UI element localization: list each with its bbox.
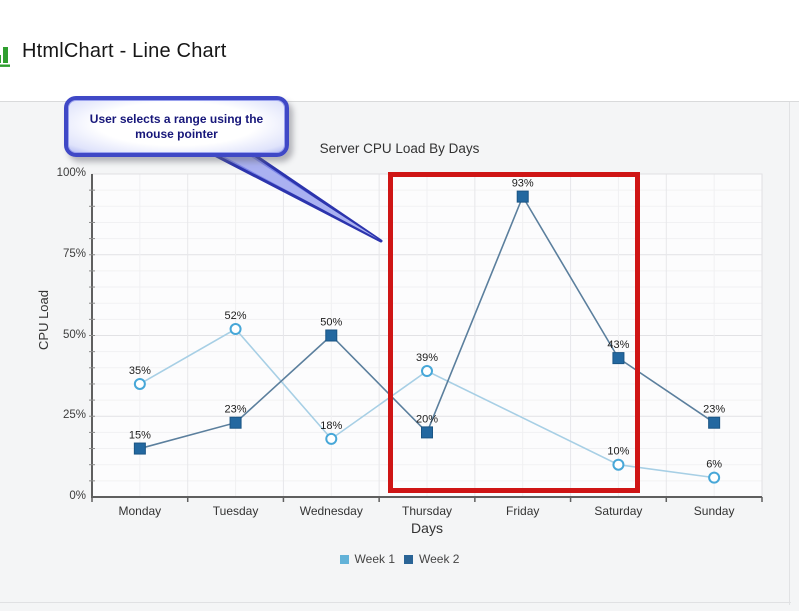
marker-week-1-wednesday[interactable] bbox=[325, 432, 338, 445]
page-title: HtmlChart - Line Chart bbox=[22, 40, 227, 62]
callout-text-line2: mouse pointer bbox=[135, 126, 218, 141]
data-label: 52% bbox=[225, 310, 247, 322]
panel-bottom-border bbox=[0, 602, 791, 603]
marker-week-1-monday[interactable] bbox=[133, 377, 146, 390]
data-label: 43% bbox=[607, 339, 629, 351]
x-tick-label-monday: Monday bbox=[118, 504, 162, 518]
x-tick-label-wednesday: Wednesday bbox=[299, 504, 363, 518]
legend-label-week-2: Week 2 bbox=[419, 552, 460, 566]
marker-week-2-tuesday[interactable] bbox=[229, 416, 242, 429]
legend-swatch-week-2 bbox=[404, 554, 413, 564]
data-label: 23% bbox=[703, 404, 725, 416]
data-label: 20% bbox=[416, 413, 438, 425]
y-tick-label: 75% bbox=[62, 247, 86, 260]
y-tick-label: 50% bbox=[62, 328, 86, 341]
data-label: 93% bbox=[512, 178, 534, 190]
x-axis-title: Days bbox=[411, 520, 443, 536]
x-tick-label-tuesday: Tuesday bbox=[212, 504, 259, 518]
callout-box: User selects a range using the mouse poi… bbox=[64, 96, 289, 157]
data-label: 10% bbox=[607, 446, 629, 458]
data-label: 15% bbox=[129, 430, 151, 442]
plot-area[interactable] bbox=[92, 174, 762, 497]
legend-label-week-1: Week 1 bbox=[354, 552, 395, 566]
data-label: 39% bbox=[416, 352, 438, 364]
y-tick-label: 25% bbox=[62, 409, 86, 422]
marker-week-2-monday[interactable] bbox=[133, 442, 146, 455]
y-axis-title: CPU Load bbox=[36, 290, 51, 350]
marker-week-2-saturday[interactable] bbox=[612, 352, 625, 365]
x-tick-label-friday: Friday bbox=[506, 504, 540, 518]
x-tick-label-thursday: Thursday bbox=[401, 504, 453, 518]
series-line-week-1 bbox=[139, 328, 715, 479]
data-label: 50% bbox=[320, 317, 342, 329]
marker-week-2-thursday[interactable] bbox=[421, 426, 433, 439]
legend-swatch-week-1 bbox=[339, 554, 349, 564]
x-tick-label-sunday: Sunday bbox=[693, 504, 735, 518]
legend-item-week-2[interactable]: Week 2 bbox=[404, 552, 459, 566]
legend-item-week-1[interactable]: Week 1 bbox=[339, 552, 395, 566]
marker-week-2-wednesday[interactable] bbox=[325, 329, 338, 342]
marker-week-2-sunday[interactable] bbox=[708, 416, 721, 429]
header: HtmlChart - Line Chart bbox=[0, 38, 799, 72]
data-label: 23% bbox=[225, 404, 247, 416]
data-label: 35% bbox=[129, 365, 151, 377]
bar-chart-icon[interactable] bbox=[0, 44, 17, 73]
y-tick-label: 0% bbox=[69, 490, 86, 502]
y-tick-label: 100% bbox=[56, 167, 86, 179]
data-label: 18% bbox=[320, 420, 342, 432]
marker-week-2-friday[interactable] bbox=[516, 190, 529, 203]
callout-text-line1: User selects a range using the bbox=[89, 111, 264, 126]
marker-week-1-tuesday[interactable] bbox=[229, 323, 242, 336]
data-label: 6% bbox=[706, 459, 722, 471]
panel-right-border bbox=[789, 102, 790, 605]
marker-week-1-sunday[interactable] bbox=[708, 471, 721, 484]
chart-legend: Week 1 Week 2 bbox=[0, 552, 799, 566]
x-tick-label-saturday: Saturday bbox=[594, 504, 643, 518]
marker-week-1-saturday[interactable] bbox=[612, 458, 625, 471]
marker-week-1-thursday[interactable] bbox=[421, 365, 433, 378]
